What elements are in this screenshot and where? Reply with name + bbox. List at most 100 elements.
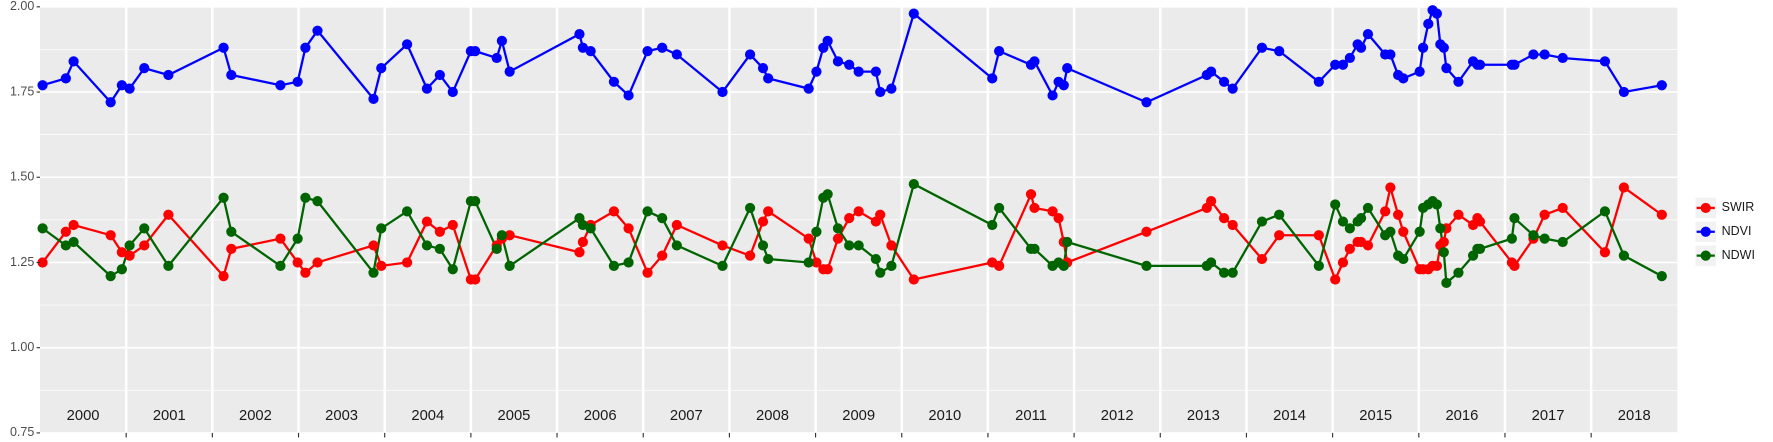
data-point: [608, 76, 620, 87]
data-point: [401, 206, 413, 217]
data-point: [657, 213, 668, 224]
data-point: [1062, 63, 1073, 74]
data-point: [1206, 257, 1217, 268]
x-tick-label: 2005: [498, 408, 531, 424]
data-point: [1414, 226, 1425, 237]
data-point: [1431, 8, 1443, 19]
data-point: [312, 257, 323, 268]
legend-point: [1700, 202, 1711, 214]
data-point: [1599, 247, 1611, 258]
data-point: [1047, 90, 1058, 101]
data-point: [1313, 76, 1324, 87]
data-point: [1528, 230, 1539, 241]
data-point: [657, 42, 668, 53]
data-point: [994, 202, 1005, 214]
data-point: [218, 270, 229, 282]
data-point: [491, 243, 502, 254]
data-point: [1344, 223, 1355, 234]
data-point: [116, 264, 127, 275]
data-point: [139, 240, 150, 251]
data-point: [1414, 66, 1425, 77]
x-tick-label: 2006: [584, 408, 617, 424]
data-point: [1441, 63, 1452, 74]
data-point: [1393, 209, 1404, 220]
data-point: [1058, 260, 1069, 271]
data-point: [116, 247, 127, 258]
data-point: [763, 73, 774, 84]
data-point: [1438, 247, 1449, 258]
data-point: [1062, 236, 1073, 248]
data-point: [1453, 76, 1464, 87]
data-point: [822, 189, 833, 200]
data-point: [908, 178, 919, 190]
data-point: [1227, 267, 1238, 278]
data-point: [822, 264, 833, 275]
data-point: [1539, 209, 1550, 220]
y-tick-label: 1.25: [10, 255, 34, 269]
data-point: [275, 260, 286, 271]
data-point: [577, 219, 589, 231]
data-point: [853, 66, 864, 77]
data-point: [504, 66, 515, 77]
data-point: [300, 192, 311, 203]
data-point: [68, 56, 79, 67]
data-point: [1206, 196, 1217, 207]
data-point: [504, 230, 515, 241]
data-point: [803, 83, 814, 94]
data-point: [822, 35, 833, 47]
data-point: [401, 39, 413, 50]
data-point: [1029, 56, 1040, 67]
data-point: [811, 226, 822, 237]
data-point: [218, 192, 229, 203]
data-point: [1438, 42, 1449, 53]
data-point: [1509, 213, 1520, 224]
data-point: [1509, 260, 1520, 271]
legend-point: [1700, 226, 1711, 237]
data-point: [1330, 59, 1341, 70]
data-point: [470, 274, 481, 285]
data-point: [1398, 226, 1409, 237]
data-point: [470, 196, 481, 207]
data-point: [803, 233, 814, 244]
data-point: [1355, 42, 1367, 53]
data-point: [908, 274, 919, 285]
data-point: [657, 250, 668, 261]
data-point: [1385, 49, 1396, 60]
data-point: [1313, 260, 1324, 271]
y-tick-label: 1.00: [10, 340, 34, 354]
data-point: [1274, 230, 1285, 241]
data-point: [1141, 226, 1152, 237]
data-point: [1618, 86, 1630, 98]
y-tick-label: 1.75: [10, 84, 34, 98]
data-point: [1337, 59, 1349, 70]
data-point: [1141, 97, 1152, 108]
data-point: [1528, 49, 1539, 60]
x-tick-label: 2013: [1187, 408, 1220, 424]
data-point: [886, 260, 897, 271]
x-tick-label: 2001: [153, 408, 186, 424]
data-point: [757, 216, 769, 227]
data-point: [60, 73, 71, 84]
data-point: [1330, 274, 1341, 285]
data-point: [1417, 42, 1429, 53]
data-point: [1029, 202, 1040, 214]
data-point: [376, 223, 387, 234]
data-point: [1539, 49, 1550, 60]
data-point: [1337, 257, 1349, 268]
data-point: [1438, 236, 1449, 248]
data-point: [875, 209, 886, 220]
data-point: [1474, 59, 1486, 70]
data-point: [1656, 80, 1667, 91]
data-point: [585, 223, 596, 234]
data-point: [1398, 73, 1409, 84]
data-point: [421, 240, 433, 251]
data-point: [1431, 199, 1443, 210]
data-point: [811, 66, 822, 77]
data-point: [1355, 213, 1367, 224]
data-point: [811, 257, 822, 268]
data-point: [1337, 216, 1349, 227]
data-point: [60, 226, 71, 237]
data-point: [671, 49, 682, 60]
data-point: [226, 226, 237, 237]
